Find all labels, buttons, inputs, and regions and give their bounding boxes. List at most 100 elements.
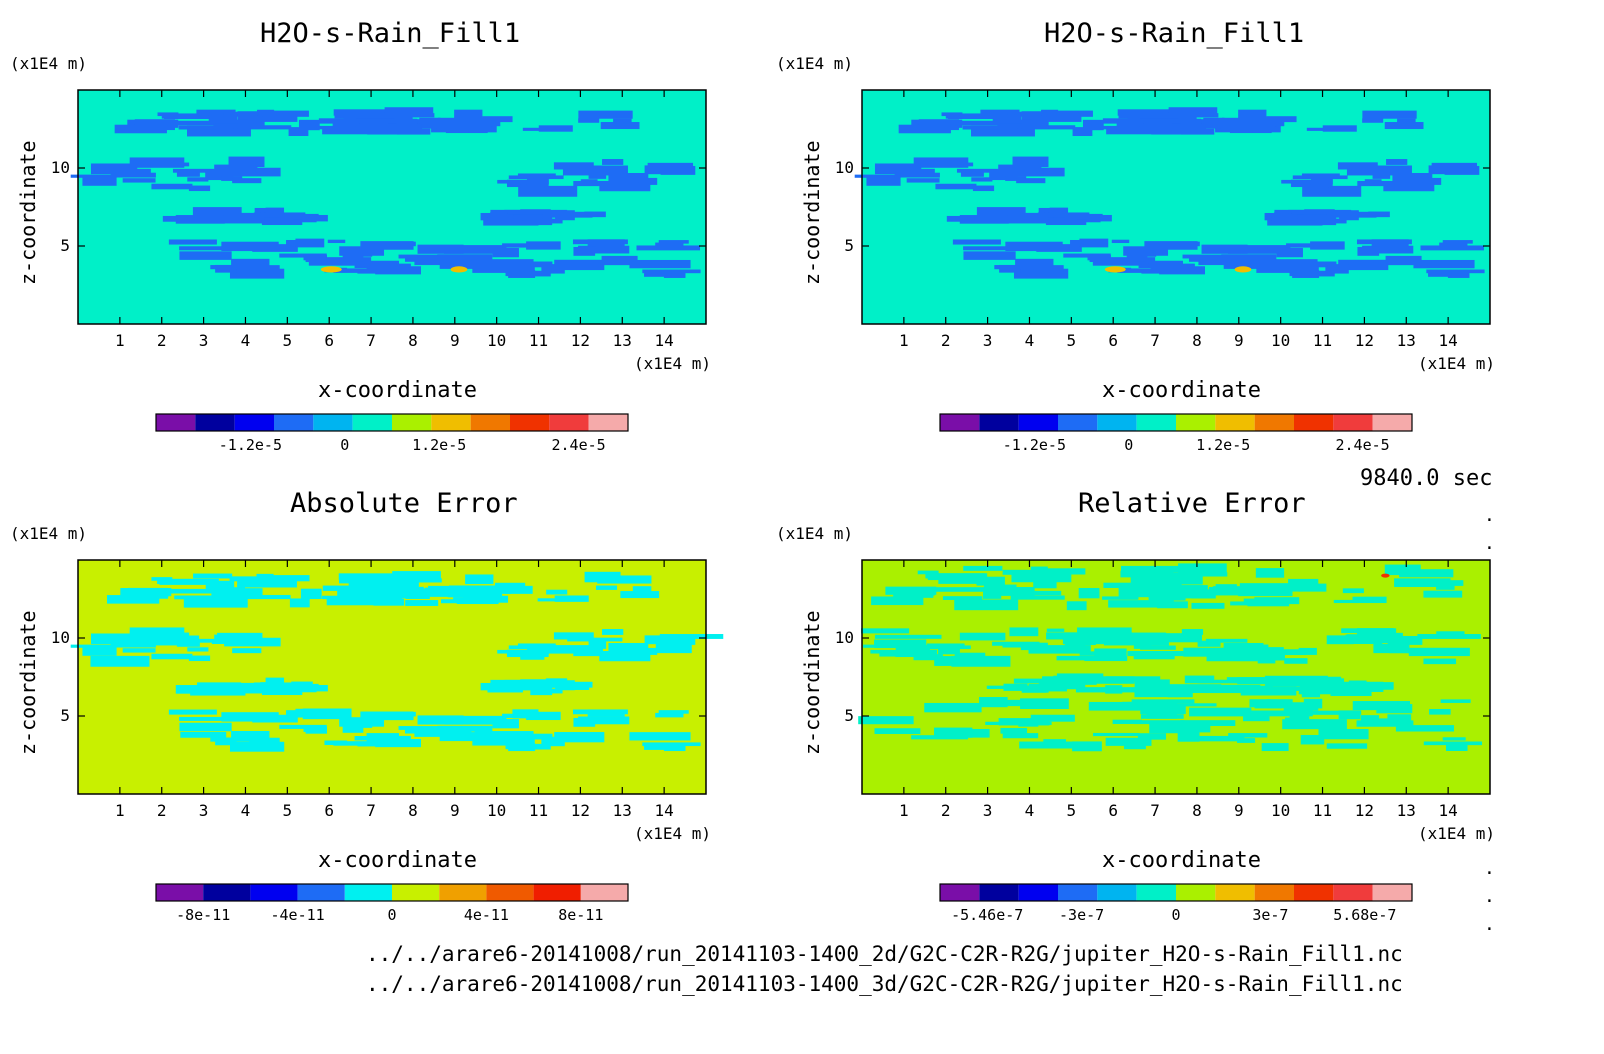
- x-tick-label: 8: [1192, 801, 1202, 820]
- data-patch: [390, 241, 416, 247]
- data-patch: [1104, 266, 1126, 273]
- y-unit-label: (x1E4 m): [10, 54, 88, 73]
- data-patch: [221, 712, 279, 722]
- colorbar-tick-label: -1.2e-5: [219, 436, 282, 454]
- colorbar-tick-label: 0: [387, 906, 396, 924]
- data-patch: [529, 211, 593, 218]
- data-patch: [1387, 714, 1412, 724]
- data-patch: [261, 219, 303, 226]
- colorbar-swatch: [1058, 414, 1098, 431]
- plot-title: Absolute Error: [290, 488, 518, 519]
- data-patch: [1102, 125, 1139, 130]
- x-unit-label: (x1E4 m): [1418, 354, 1496, 373]
- plot-frame: [861, 89, 1491, 325]
- data-patch: [1174, 241, 1200, 247]
- x-tick-label: 10: [1271, 331, 1290, 350]
- data-patch: [1028, 645, 1091, 654]
- x-tick-label: 1: [899, 331, 909, 350]
- x-tick-label: 13: [613, 801, 632, 820]
- colorbar-tick-label: 0: [340, 436, 349, 454]
- data-patch: [998, 699, 1034, 707]
- data-patch: [1383, 182, 1435, 192]
- data-patch: [490, 685, 518, 692]
- data-patch: [554, 732, 605, 743]
- data-patch: [1177, 731, 1200, 742]
- data-patch: [444, 715, 507, 725]
- data-patch: [644, 635, 672, 645]
- data-patch: [397, 128, 431, 135]
- data-patch: [151, 577, 173, 581]
- data-patch: [527, 270, 551, 277]
- data-patch: [1413, 259, 1475, 269]
- data-patch: [236, 594, 291, 600]
- data-patch: [1148, 593, 1186, 601]
- data-patch: [1399, 569, 1454, 578]
- data-patch: [1119, 583, 1182, 588]
- data-patch: [474, 259, 534, 264]
- data-patch: [231, 258, 270, 269]
- data-patch: [1311, 270, 1335, 277]
- data-patch: [952, 239, 1001, 245]
- data-patch: [360, 241, 414, 250]
- data-patch: [1197, 640, 1221, 647]
- data-patch: [874, 728, 921, 734]
- data-patch: [879, 650, 903, 657]
- data-patch: [1284, 658, 1308, 664]
- data-patch: [414, 255, 472, 266]
- data-patch: [1362, 245, 1414, 254]
- data-patch: [279, 253, 327, 258]
- data-patch: [1302, 185, 1362, 197]
- data-patch: [526, 241, 561, 250]
- data-patch: [1386, 159, 1408, 165]
- data-patch: [588, 169, 607, 179]
- data-patch: [1337, 162, 1378, 170]
- data-patch: [164, 115, 224, 120]
- colorbar-swatch: [1215, 414, 1255, 431]
- plot-frame: [861, 559, 1491, 795]
- data-patch: [1026, 169, 1061, 176]
- data-patch: [601, 255, 638, 266]
- x-tick-label: 3: [983, 801, 993, 820]
- data-patch: [584, 571, 621, 583]
- data-patch: [1292, 270, 1320, 278]
- data-patch: [265, 677, 285, 688]
- data-patch: [229, 741, 285, 752]
- x-tick-label: 7: [1150, 801, 1160, 820]
- data-patch: [1155, 633, 1202, 643]
- data-patch: [1381, 573, 1390, 578]
- data-patch: [520, 184, 545, 190]
- data-patch: [971, 603, 993, 607]
- data-patch: [1189, 707, 1252, 717]
- data-patch: [179, 722, 232, 732]
- data-patch: [1429, 709, 1451, 715]
- data-patch: [1304, 184, 1329, 190]
- data-patch: [395, 593, 430, 599]
- x-unit-label: (x1E4 m): [634, 824, 712, 843]
- x-tick-label: 14: [1439, 801, 1458, 820]
- data-patch: [1238, 586, 1293, 597]
- data-patch: [1007, 212, 1049, 224]
- data-patch: [571, 682, 590, 690]
- data-patch: [874, 639, 927, 649]
- x-tick-label: 2: [941, 331, 951, 350]
- data-patch: [176, 170, 200, 177]
- colorbar-swatch: [234, 414, 274, 431]
- data-patch: [204, 129, 226, 134]
- colorbar-swatch: [1294, 884, 1334, 901]
- colorbar-swatch: [549, 414, 589, 431]
- data-patch: [1447, 269, 1470, 278]
- data-patch: [983, 591, 1002, 599]
- data-patch: [180, 731, 227, 738]
- data-patch: [655, 242, 684, 248]
- colorbar-frame: [939, 883, 1413, 902]
- data-patch: [188, 185, 211, 192]
- data-patch: [1070, 239, 1105, 247]
- data-patch: [1328, 218, 1347, 224]
- data-patch: [976, 576, 1005, 586]
- data-patch: [1220, 119, 1276, 129]
- x-tick-label: 13: [613, 331, 632, 350]
- data-patch: [1445, 742, 1468, 752]
- data-patch: [992, 641, 1040, 646]
- data-patch: [537, 598, 563, 602]
